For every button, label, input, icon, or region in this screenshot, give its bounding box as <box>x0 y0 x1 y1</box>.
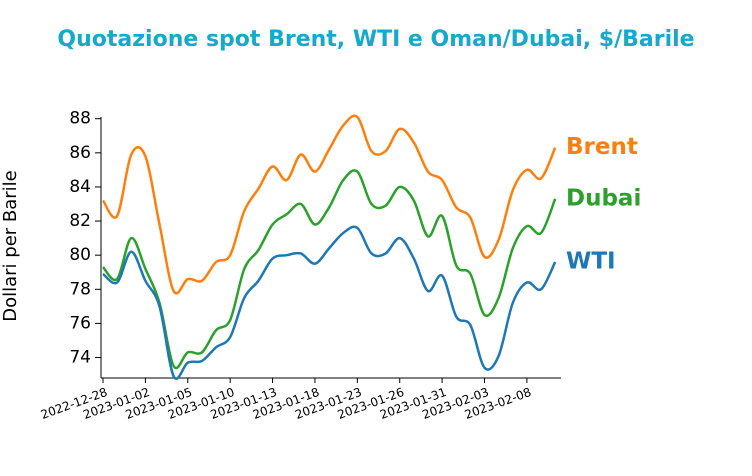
y-tick-label: 74 <box>69 348 91 368</box>
y-tick-label: 78 <box>69 279 91 299</box>
y-tick-label: 88 <box>69 109 91 129</box>
y-tick-label: 84 <box>69 177 91 197</box>
y-tick-label: 76 <box>69 313 91 333</box>
chart-title: Quotazione spot Brent, WTI e Oman/Dubai,… <box>57 27 694 52</box>
series-line <box>101 114 557 295</box>
series-label: WTI <box>566 249 616 275</box>
y-tick-label: 86 <box>69 143 91 163</box>
y-tick-label: 80 <box>69 245 91 265</box>
series-label: Brent <box>566 134 638 160</box>
series-line <box>102 225 557 380</box>
y-axis-label: Dollari per Barile <box>0 170 21 322</box>
series-label: Dubai <box>566 185 641 211</box>
y-tick-label: 82 <box>69 211 91 231</box>
series-line <box>102 169 557 370</box>
